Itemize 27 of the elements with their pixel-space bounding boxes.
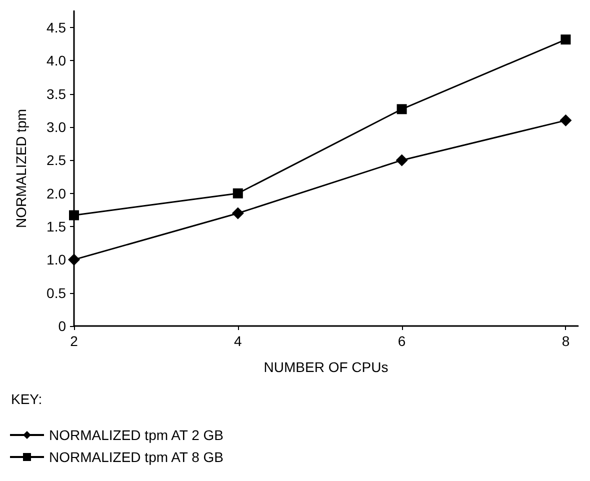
y-tick-label: 1.0 (46, 252, 66, 268)
point (232, 207, 244, 220)
x-tick-label: 4 (234, 333, 242, 349)
y-tick-label: 0 (58, 318, 66, 334)
point (560, 34, 571, 45)
x-tick-label: 2 (70, 333, 78, 349)
x-tick-label: 6 (398, 333, 406, 349)
y-tick-label: 1.5 (46, 218, 66, 235)
x-axis-title: NUMBER OF CPUs (264, 359, 388, 375)
y-tick-label: 0.5 (46, 284, 66, 301)
point (560, 114, 572, 126)
legend-title: KEY: (11, 391, 42, 407)
point (69, 210, 79, 220)
point (396, 154, 408, 166)
legend-label: NORMALIZED tpm AT 8 GB (49, 449, 224, 465)
y-tick-label: 4.0 (46, 52, 66, 69)
y-tick-label: 4.5 (46, 20, 66, 36)
y-axis-title: NORMALIZED tpm (13, 108, 29, 228)
legend-label: NORMALIZED tpm AT 2 GB (49, 427, 224, 443)
y-tick-label: 2.5 (46, 152, 66, 168)
x-tick-label: 8 (562, 333, 570, 349)
point (68, 254, 80, 266)
y-tick-label: 3.5 (46, 86, 66, 102)
point (232, 188, 243, 198)
point (396, 104, 407, 114)
y-tick-label: 3.0 (46, 119, 66, 136)
y-tick-label: 2.0 (46, 185, 66, 202)
